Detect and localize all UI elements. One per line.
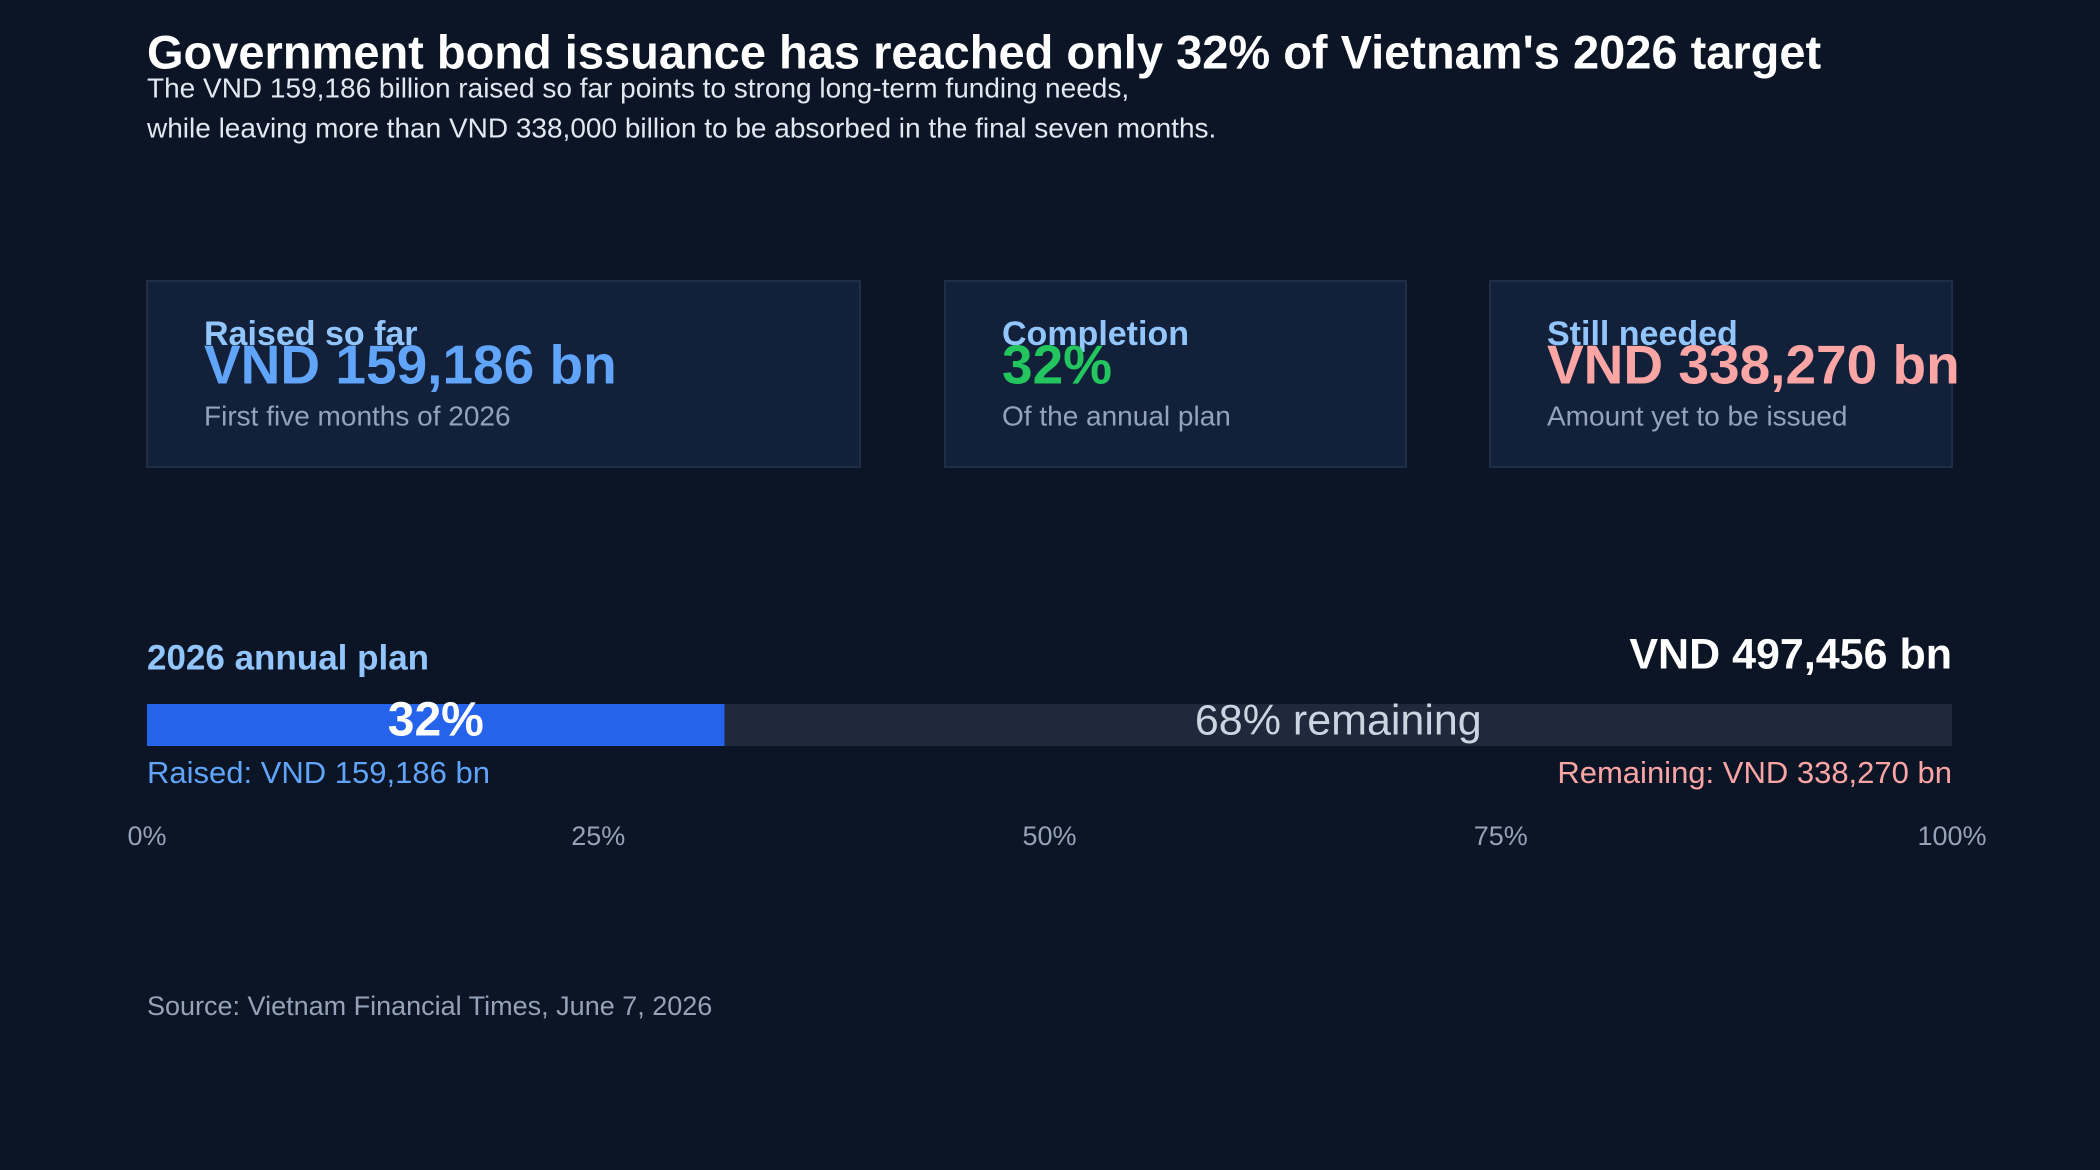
title: Government bond issuance has reached onl… [147, 25, 1822, 78]
subtitle: The VND 159,186 billion raised so far po… [147, 72, 1129, 103]
total-label: VND 497,456 bn [1629, 630, 1952, 678]
source: Source: Vietnam Financial Times, June 7,… [147, 991, 712, 1021]
card-label: Raised so far [204, 315, 418, 353]
x-tick-label: 75% [1474, 821, 1528, 851]
bar-segment [147, 704, 725, 746]
legend-label: Remaining: VND 338,270 bn [1557, 755, 1952, 790]
card-note: First five months of 2026 [204, 400, 511, 431]
x-tick-label: 100% [1917, 821, 1986, 851]
subtitle: while leaving more than VND 338,000 bill… [146, 112, 1216, 143]
x-tick-label: 25% [571, 821, 625, 851]
bar-label: 68% remaining [1195, 696, 1482, 744]
bar-segment [724, 704, 1952, 746]
x-tick-label: 50% [1022, 821, 1076, 851]
x-tick-label: 0% [127, 821, 166, 851]
card-note: Of the annual plan [1002, 400, 1231, 431]
card-label: Still needed [1547, 315, 1738, 353]
card [146, 280, 861, 468]
card-label: Completion [1002, 315, 1189, 353]
card [944, 280, 1407, 468]
card-note: Amount yet to be issued [1547, 400, 1847, 431]
card [1489, 280, 1953, 468]
bar-label: 32% [388, 694, 484, 747]
legend-label: Raised: VND 159,186 bn [147, 755, 490, 790]
chart-title: 2026 annual plan [147, 638, 429, 677]
card-value: VND 338,270 bn [1547, 334, 1960, 396]
card-value: VND 159,186 bn [204, 334, 617, 396]
card-value: 32% [1002, 334, 1112, 396]
